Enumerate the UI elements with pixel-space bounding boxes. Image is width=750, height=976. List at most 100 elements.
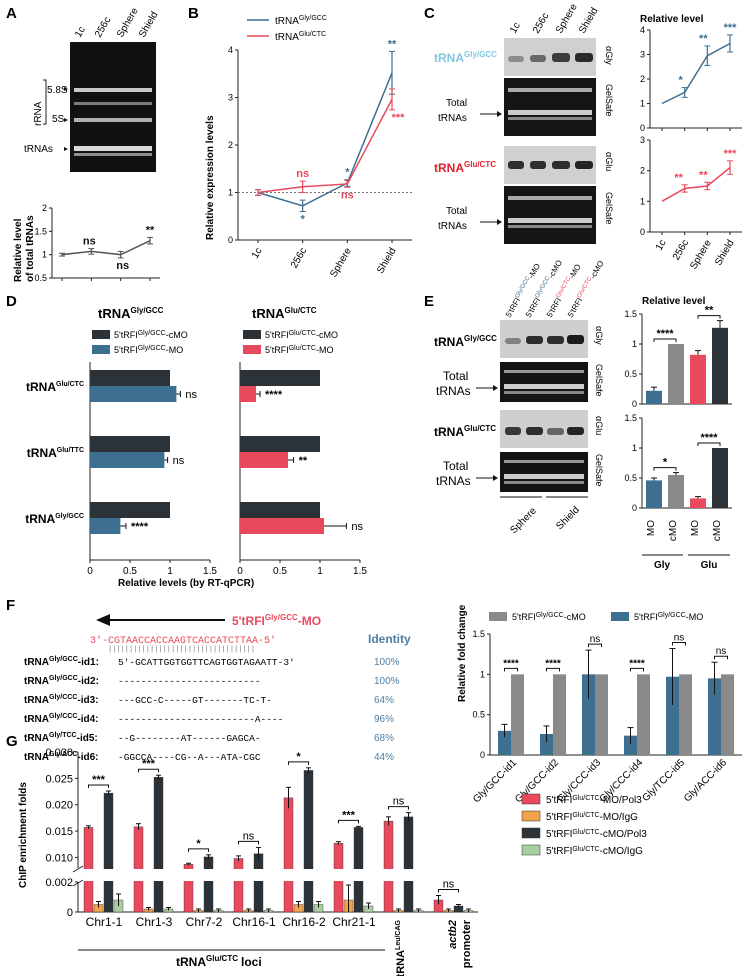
chart-G-bar (303, 770, 314, 913)
chart-C2-x-tick-label: 1c (654, 238, 669, 253)
f-complement-ticks: ||||||||||||||||||||||||||||||||||| (108, 646, 255, 654)
chart-E2-y-tick-label: 1 (632, 443, 637, 453)
chart-D2-significance: ** (299, 455, 308, 467)
e-cat-cmo-1: cMO (668, 520, 679, 541)
chart-F-significance: **** (503, 658, 519, 669)
chart-F-bar-mo (708, 678, 721, 755)
chart-G-bar (233, 858, 244, 913)
panel-label-e: E (424, 293, 434, 310)
chart-G-x-tick-label: Chr1-1 (86, 915, 123, 929)
f-row-sequence: ------------------------A---- (118, 714, 283, 725)
panel-a: 1c 256c Sphere Shield rRNA 5.8S 5S tRNAs… (13, 6, 161, 283)
chart-F-x-tick-label: Gly/GCC-id1 (471, 757, 519, 805)
chart-F-x-tick-label: Gly/ACC-id6 (682, 757, 729, 804)
c-label-gly: tRNAGly/GCC (434, 50, 497, 65)
d-legend-left-cmo: 5'tRFIGly/GCC-cMO (114, 330, 188, 340)
chart-G-y-tick-label: 0 (67, 907, 73, 919)
f-mo-sequence: 3'-CGTAACCACCAAGTCACCATCTTAA-5' (90, 635, 276, 647)
d-legend-left: 5'tRFIGly/GCC-cMO 5'tRFIGly/GCC-MO (92, 330, 188, 355)
chart-F-y-tick-label: 0.5 (472, 710, 485, 720)
chart-D1-bar-mo (90, 452, 165, 468)
e-label-glu: tRNAGlu/CTC (434, 424, 496, 439)
chart-G-sig-bracket (288, 761, 309, 765)
chart-C1-series-line (661, 42, 731, 105)
c-lane-4: Shield (577, 6, 600, 36)
chart-B-x-tick-label: 1c (250, 246, 265, 261)
e-top-bar-chart: 00.511.5****** (624, 305, 732, 409)
e-gel-gly (500, 362, 588, 402)
chart-E2-bar (668, 475, 684, 508)
panel-e: 5'tRFIGly/GCC-MO 5'tRFIGly/GCC-cMO 5'tRF… (434, 259, 732, 571)
chart-G-x-tick-label: Chr1-3 (136, 915, 173, 929)
d-legend-right-cmo-swatch (243, 330, 261, 339)
d-title-left: tRNAGly/GCC (98, 306, 164, 321)
e-ab-glu: αGlu (594, 416, 604, 435)
chart-G-significance: *** (92, 774, 106, 786)
chart-F-bar-cmo (511, 674, 524, 755)
chart-F-significance: **** (545, 658, 561, 669)
chart-E1-bar (712, 327, 728, 404)
chart-G-y-tick-label: 0.030 (45, 747, 73, 759)
c-ab-gly: αGly (604, 46, 614, 65)
chart-G-bar (153, 777, 164, 913)
chart-D1-bar-cmo (90, 436, 170, 452)
chart-C1-significance: * (679, 75, 684, 87)
chart-D1-x-tick-label: 0.5 (123, 566, 137, 577)
e-group-glu: Glu (701, 560, 718, 571)
chart-E2-y-tick-label: 0 (632, 503, 637, 513)
panel-label-f: F (6, 597, 15, 614)
chart-F-significance: ns (716, 646, 727, 657)
chart-B-significance: ** (388, 38, 397, 50)
b-legend: tRNAGly/GCC tRNAGlu/CTC (247, 15, 327, 43)
chart-C1-y-tick-label: 3 (640, 50, 645, 60)
d-gly-bar-chart: 0 0.5 1 1.5 ns ns **** (87, 362, 217, 577)
chart-F-bar-cmo (595, 674, 608, 755)
chart-F-x-tick-label: Gly/TCC-id5 (640, 757, 687, 804)
e-blot-gly-bands (505, 335, 584, 344)
chart-C1-y-tick-label: 1 (640, 99, 645, 109)
chart-G-bar-break (353, 869, 364, 881)
chart-D1-bar-cmo (90, 502, 170, 518)
chart-E2-bar (646, 480, 662, 508)
chart-B-significance: ns (341, 189, 354, 201)
c-label-glu: tRNAGlu/CTC (434, 160, 496, 175)
chart-G-sig-bracket (438, 889, 459, 893)
e-gel-glu (500, 452, 588, 492)
chart-B-y-tick-label: 4 (228, 45, 233, 55)
chart-A-significance: ns (83, 236, 96, 248)
chart-B-x-tick-label: Sphere (328, 246, 354, 280)
chart-C2-y-tick-label: 0 (640, 227, 645, 237)
chart-G-significance: * (296, 751, 301, 763)
e-gelsafe-1: GelSafe (594, 364, 604, 397)
chart-G-y-tick-label: 0.010 (45, 852, 73, 864)
e-blot-glu-bands (505, 427, 584, 435)
g-bar-chart: 00.0020.0100.0150.0200.0250.030Chr1-1***… (45, 747, 478, 929)
e-total-2a: Total (443, 459, 468, 473)
panel-label-c: C (424, 5, 435, 22)
chart-F-sig-bracket (546, 667, 560, 672)
chart-G-bar (283, 797, 294, 913)
c-total-1b: tRNAs (438, 113, 467, 124)
chart-D2-x-tick-label: 0.5 (273, 566, 287, 577)
f-mo-arrow-head (96, 614, 110, 626)
chart-G-bar-break (333, 869, 344, 881)
c-blot-gly-bands (508, 53, 593, 62)
a-arrow-5-8s (64, 87, 68, 91)
chart-E2-sig-bracket (653, 467, 677, 471)
chart-G-sig-bracket (138, 768, 159, 773)
f-legend: 5'tRFIGly/GCC-cMO 5'tRFIGly/GCC-MO (489, 612, 703, 622)
chart-D1-x-tick-label: 0 (87, 566, 93, 577)
panel-label-a: A (6, 5, 17, 22)
chart-F-bar-mo (666, 676, 679, 755)
chart-G-sig-bracket (88, 784, 109, 789)
chart-F-bar-mo (624, 735, 637, 755)
chart-C2-x-tick-label: Sphere (688, 238, 714, 272)
d-legend-right-cmo: 5'tRFIGlu/CTC-cMO (265, 330, 338, 340)
chart-C1-significance: *** (724, 22, 738, 34)
chart-F-bar-cmo (553, 674, 566, 755)
g-leu-label: tRNALeu/CAG (395, 919, 407, 976)
a-arrow-5s (64, 118, 68, 122)
chart-C2-significance: *** (724, 148, 738, 160)
